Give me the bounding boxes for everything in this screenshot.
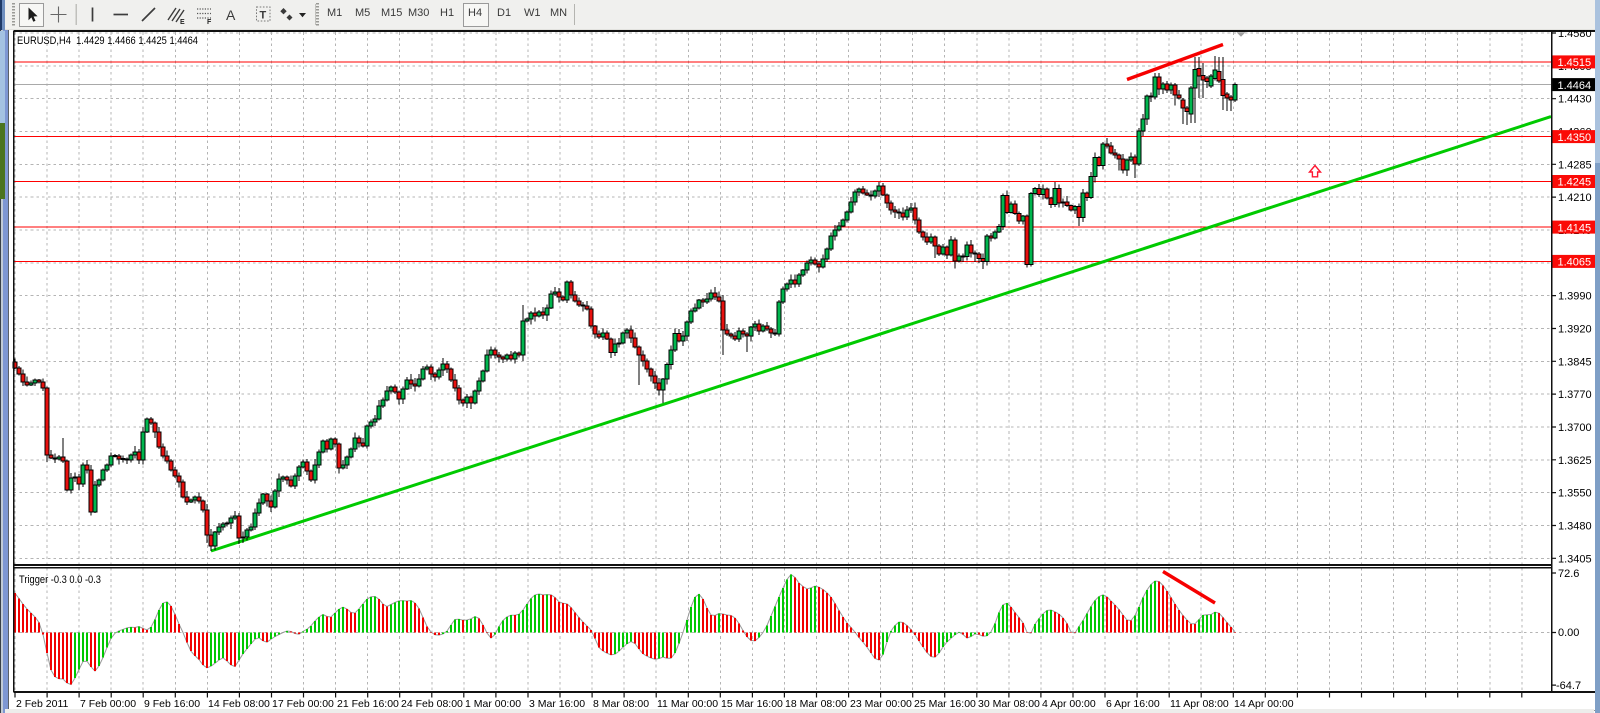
svg-text:1.3845: 1.3845 xyxy=(1558,356,1592,368)
svg-text:1.4145: 1.4145 xyxy=(1558,222,1592,234)
svg-text:6 Apr 16:00: 6 Apr 16:00 xyxy=(1106,698,1160,710)
svg-text:1.3990: 1.3990 xyxy=(1558,291,1592,303)
svg-text:1.3625: 1.3625 xyxy=(1558,455,1592,467)
svg-text:E: E xyxy=(180,19,185,26)
svg-text:25 Mar 16:00: 25 Mar 16:00 xyxy=(914,698,976,710)
svg-text:24 Feb 08:00: 24 Feb 08:00 xyxy=(401,698,463,710)
svg-text:72.6: 72.6 xyxy=(1558,568,1579,580)
svg-text:3 Mar 16:00: 3 Mar 16:00 xyxy=(529,698,585,710)
svg-text:4 Apr 00:00: 4 Apr 00:00 xyxy=(1042,698,1096,710)
svg-text:15 Mar 16:00: 15 Mar 16:00 xyxy=(721,698,783,710)
svg-text:2 Feb 2011: 2 Feb 2011 xyxy=(16,698,69,710)
svg-text:30 Mar 08:00: 30 Mar 08:00 xyxy=(978,698,1040,710)
svg-text:1.3480: 1.3480 xyxy=(1558,521,1592,533)
svg-text:-64.7: -64.7 xyxy=(1556,680,1581,692)
svg-text:18 Mar 08:00: 18 Mar 08:00 xyxy=(785,698,847,710)
svg-text:1.4065: 1.4065 xyxy=(1558,257,1592,269)
svg-text:Trigger -0.3 0.0 -0.3: Trigger -0.3 0.0 -0.3 xyxy=(19,574,101,586)
svg-text:7 Feb 00:00: 7 Feb 00:00 xyxy=(80,698,136,710)
svg-text:1.4430: 1.4430 xyxy=(1558,94,1592,106)
svg-text:23 Mar 00:00: 23 Mar 00:00 xyxy=(850,698,912,710)
svg-text:11 Mar 00:00: 11 Mar 00:00 xyxy=(657,698,718,710)
svg-text:T: T xyxy=(260,9,267,21)
svg-text:1 Mar 00:00: 1 Mar 00:00 xyxy=(465,698,521,710)
svg-text:1.4245: 1.4245 xyxy=(1558,177,1592,189)
svg-text:1.4464: 1.4464 xyxy=(1558,80,1592,92)
svg-text:1.3405: 1.3405 xyxy=(1558,553,1592,565)
svg-text:1.3920: 1.3920 xyxy=(1558,324,1592,336)
svg-text:1.4350: 1.4350 xyxy=(1558,132,1592,144)
svg-text:1.3770: 1.3770 xyxy=(1558,389,1592,401)
svg-text:1.4210: 1.4210 xyxy=(1558,192,1592,204)
svg-text:0.00: 0.00 xyxy=(1558,627,1579,639)
svg-text:8 Mar 08:00: 8 Mar 08:00 xyxy=(593,698,649,710)
svg-text:1.4285: 1.4285 xyxy=(1558,159,1592,171)
svg-text:F: F xyxy=(207,19,212,26)
svg-text:1.4580: 1.4580 xyxy=(1558,28,1592,40)
svg-text:A: A xyxy=(226,7,236,23)
svg-text:1.3700: 1.3700 xyxy=(1558,422,1592,434)
svg-text:EURUSD,H4 1.4429 1.4466 1.442: EURUSD,H4 1.4429 1.4466 1.4425 1.4464 xyxy=(17,35,198,47)
svg-text:17 Feb 00:00: 17 Feb 00:00 xyxy=(272,698,334,710)
svg-text:9 Feb 16:00: 9 Feb 16:00 xyxy=(144,698,200,710)
svg-text:14 Feb 08:00: 14 Feb 08:00 xyxy=(208,698,270,710)
svg-text:21 Feb 16:00: 21 Feb 16:00 xyxy=(337,698,399,710)
svg-text:14 Apr 00:00: 14 Apr 00:00 xyxy=(1234,698,1294,710)
svg-text:1.3550: 1.3550 xyxy=(1558,488,1592,500)
svg-text:11 Apr 08:00: 11 Apr 08:00 xyxy=(1170,698,1229,710)
svg-text:1.4515: 1.4515 xyxy=(1558,57,1592,69)
